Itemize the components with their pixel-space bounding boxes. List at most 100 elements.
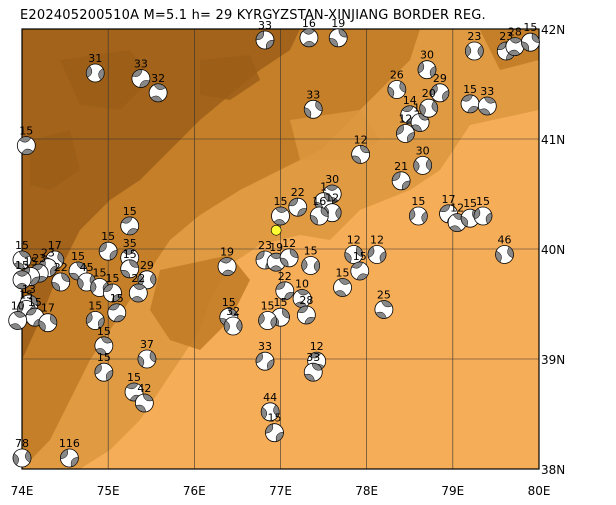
beachball-quadrant xyxy=(531,33,540,44)
focal-mechanism[interactable]: 12 xyxy=(351,133,371,164)
focal-mechanism[interactable]: 15 xyxy=(265,412,284,443)
beachball-quadrant xyxy=(120,269,131,279)
beachball-quadrant xyxy=(153,83,166,90)
depth-label: 19 xyxy=(269,241,283,254)
depth-label: 26 xyxy=(390,69,404,82)
beachball-quadrant xyxy=(86,312,93,325)
depth-label: 22 xyxy=(291,186,305,199)
focal-mechanism[interactable]: 20 xyxy=(419,87,439,118)
beachball-quadrant xyxy=(57,251,64,264)
focal-mechanism[interactable]: 15 xyxy=(520,21,540,52)
focal-mechanism[interactable]: 33 xyxy=(255,340,275,371)
focal-mechanism[interactable]: 17 xyxy=(38,302,58,333)
beachball-quadrant xyxy=(461,94,473,102)
focal-mechanism[interactable]: 12 xyxy=(396,113,415,143)
focal-mechanism[interactable]: 15 xyxy=(350,250,370,281)
beachball-quadrant xyxy=(60,448,68,460)
beachball-quadrant xyxy=(473,207,481,220)
depth-label: 30 xyxy=(420,49,434,62)
beachball-quadrant xyxy=(279,257,289,268)
focal-mechanism[interactable]: 15 xyxy=(16,125,36,156)
beachball-quadrant xyxy=(310,214,318,226)
focal-mechanism[interactable]: 15 xyxy=(12,239,32,270)
focal-mechanism[interactable]: 15 xyxy=(460,83,480,114)
focal-mechanism[interactable]: 21 xyxy=(391,160,411,191)
focal-mechanism[interactable]: 16 xyxy=(309,195,329,226)
focal-mechanism[interactable]: 15 xyxy=(408,195,428,226)
focal-mechanism[interactable]: 29 xyxy=(430,72,450,103)
focal-mechanism[interactable]: 15 xyxy=(103,272,122,303)
depth-label: 32 xyxy=(151,72,165,85)
beachball-quadrant xyxy=(387,86,395,98)
focal-mechanism[interactable]: 16 xyxy=(299,17,319,48)
focal-mechanism[interactable]: 22 xyxy=(275,270,295,301)
focal-mechanism[interactable]: 12 xyxy=(367,234,387,264)
depth-label: 17 xyxy=(41,302,55,315)
focal-mechanism[interactable]: 42 xyxy=(134,382,154,413)
focal-mechanism[interactable]: 37 xyxy=(137,338,157,369)
focal-mechanism[interactable]: 15 xyxy=(12,259,32,290)
focal-mechanism[interactable]: 33 xyxy=(255,19,275,50)
focal-mechanism[interactable]: 78 xyxy=(12,437,32,468)
focal-mechanism[interactable]: 15 xyxy=(68,250,88,281)
beachball-quadrant xyxy=(478,108,491,116)
focal-mechanism[interactable]: 10 xyxy=(8,300,28,330)
beachball-quadrant xyxy=(359,145,370,154)
focal-mechanism[interactable]: 15 xyxy=(94,325,114,356)
beachball-quadrant xyxy=(15,270,29,277)
focal-mechanism[interactable]: 15 xyxy=(120,248,140,279)
focal-mechanism[interactable]: 15 xyxy=(301,245,321,275)
epicenter-marker[interactable] xyxy=(270,225,282,236)
focal-mechanism[interactable]: 26 xyxy=(387,69,407,99)
focal-mechanism[interactable]: 15 xyxy=(271,195,290,226)
focal-mechanism[interactable]: 29 xyxy=(137,259,157,290)
focal-mechanism[interactable]: 33 xyxy=(303,351,323,382)
focal-mechanism[interactable]: 22 xyxy=(128,272,148,303)
beachball-quadrant xyxy=(9,323,22,330)
focal-mechanism[interactable]: 15 xyxy=(94,351,114,382)
focal-mechanism[interactable]: 33 xyxy=(131,58,151,88)
focal-mechanism[interactable]: 15 xyxy=(333,267,352,297)
depth-label: 15 xyxy=(123,248,137,261)
focal-mechanism[interactable]: 116 xyxy=(59,437,80,468)
focal-mechanism[interactable]: 15 xyxy=(98,230,118,261)
focal-mechanism[interactable]: 15 xyxy=(120,205,140,236)
focal-mechanism[interactable]: 44 xyxy=(260,391,280,422)
focal-mechanism[interactable]: 19 xyxy=(328,17,348,48)
focal-mechanism[interactable]: 12 xyxy=(344,234,364,264)
focal-mechanism[interactable]: 32 xyxy=(223,305,243,336)
beachball-quadrant xyxy=(265,423,274,434)
beachball-quadrant xyxy=(139,80,150,88)
focal-mechanism[interactable]: 12 xyxy=(279,237,299,268)
focal-mechanism[interactable]: 33 xyxy=(303,88,323,119)
beachball-quadrant xyxy=(122,248,135,255)
beachball-quadrant xyxy=(465,44,472,58)
beachball-quadrant xyxy=(109,249,118,261)
focal-mechanism[interactable]: 33 xyxy=(477,85,497,116)
focal-mechanism[interactable]: 32 xyxy=(148,72,168,103)
focal-mechanism[interactable]: 31 xyxy=(85,52,105,83)
focal-mechanism[interactable]: 15 xyxy=(85,300,105,330)
focal-mechanism[interactable]: 15 xyxy=(107,292,127,323)
focal-mechanism[interactable]: 19 xyxy=(217,246,237,277)
beachball-quadrant xyxy=(255,30,265,41)
focal-mechanism[interactable]: 22 xyxy=(288,186,308,217)
focal-mechanism[interactable]: 28 xyxy=(296,294,316,325)
beachball-quadrant xyxy=(12,453,19,466)
depth-label: 17 xyxy=(48,239,62,252)
beachball-quadrant xyxy=(379,251,387,263)
focal-mechanism[interactable]: 46 xyxy=(495,234,514,264)
focal-mechanism[interactable]: 25 xyxy=(374,289,394,319)
depth-label: 30 xyxy=(416,144,430,157)
beachball-quadrant xyxy=(325,184,339,191)
focal-mechanism[interactable]: 15 xyxy=(258,300,277,330)
beachball-quadrant xyxy=(442,90,450,102)
focal-mechanism[interactable]: 28 xyxy=(505,26,525,56)
beachball-quadrant xyxy=(95,348,107,356)
focal-mechanism[interactable]: 23 xyxy=(464,30,484,61)
focal-mechanism[interactable]: 30 xyxy=(417,49,437,80)
focal-mechanism[interactable]: 30 xyxy=(413,144,433,175)
beachball-quadrant xyxy=(507,49,521,56)
focal-mechanism[interactable]: 15 xyxy=(473,195,493,226)
focal-mechanism[interactable]: 22 xyxy=(51,261,71,292)
